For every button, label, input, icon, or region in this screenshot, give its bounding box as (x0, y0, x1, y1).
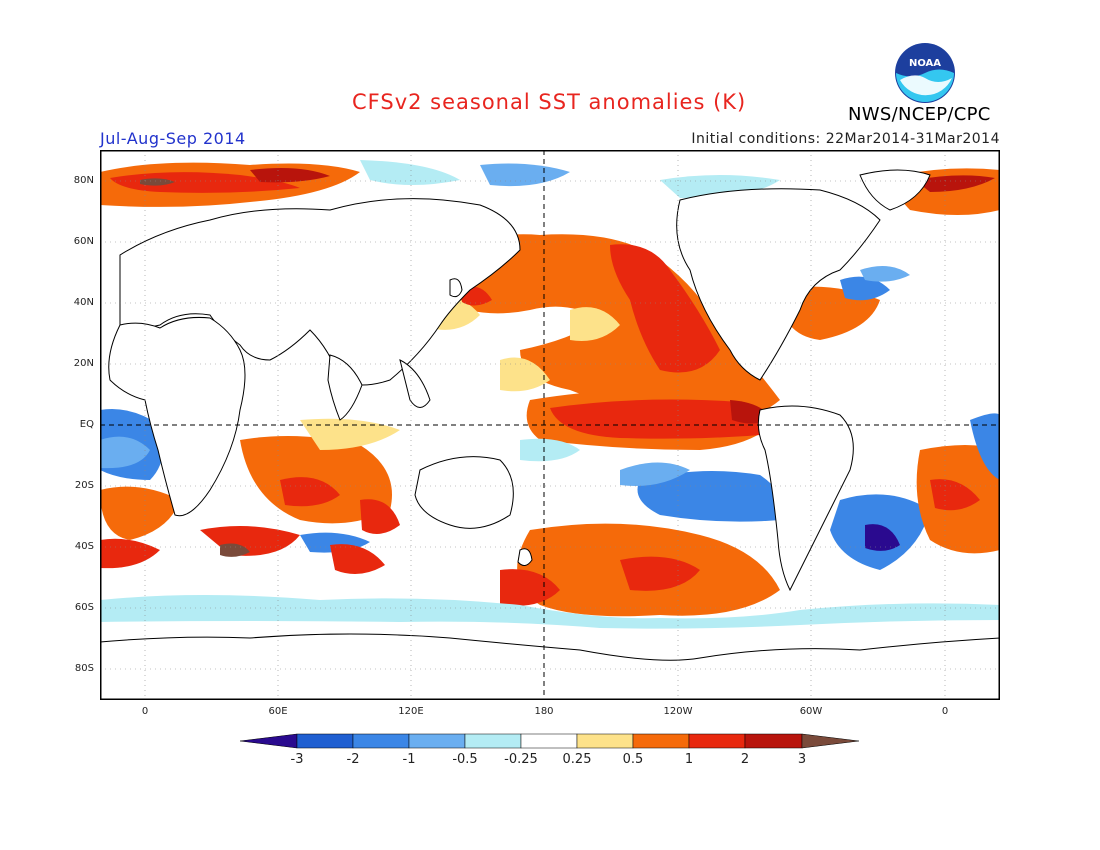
lat-label-60n: 60N (73, 236, 94, 247)
colorbar-swatch-8 (688, 733, 746, 749)
lon-label-0: 0 (141, 706, 149, 717)
lon-label-60w: 60W (799, 706, 823, 717)
lat-label-40s: 40S (74, 541, 94, 552)
colorbar-label: -1 (402, 752, 416, 767)
colorbar-swatch-3 (408, 733, 466, 749)
lat-label-80s: 80S (74, 663, 94, 674)
colorbar (240, 733, 860, 749)
colorbar-label: 1 (684, 752, 694, 767)
colorbar-swatch-2 (352, 733, 410, 749)
lon-label-0-east: 0 (941, 706, 949, 717)
colorbar-label: -0.5 (452, 752, 478, 767)
lon-label-60e: 60E (268, 706, 288, 717)
lon-label-180: 180 (534, 706, 554, 717)
chart-title: CFSv2 seasonal SST anomalies (K) (352, 90, 747, 114)
colorbar-swatch-9 (744, 733, 803, 749)
colorbar-swatch-5 (520, 733, 578, 749)
lat-label-20n: 20N (73, 358, 94, 369)
noaa-logo: NOAA (894, 42, 956, 104)
lat-label-40n: 40N (73, 297, 94, 308)
lon-label-120w: 120W (663, 706, 693, 717)
colorbar-swatch-10 (801, 733, 860, 749)
agency-label: NWS/NCEP/CPC (848, 104, 991, 125)
colorbar-label: -0.25 (504, 752, 538, 767)
colorbar-label: 2 (740, 752, 750, 767)
logo-text: NOAA (909, 58, 941, 69)
colorbar-label: -2 (346, 752, 360, 767)
colorbar-swatch-1 (296, 733, 354, 749)
colorbar-label: 0.25 (562, 752, 592, 767)
initial-conditions-label: Initial conditions: 22Mar2014-31Mar2014 (691, 131, 1000, 147)
season-label: Jul-Aug-Sep 2014 (100, 129, 246, 148)
lat-label-20s: 20S (74, 480, 94, 491)
lon-label-120e: 120E (398, 706, 424, 717)
lat-label-60s: 60S (74, 602, 94, 613)
colorbar-swatch-6 (576, 733, 634, 749)
colorbar-swatch-4 (464, 733, 522, 749)
colorbar-swatch-7 (632, 733, 690, 749)
lat-label-eq: EQ (79, 419, 94, 430)
colorbar-label: 3 (797, 752, 807, 767)
land (100, 169, 1000, 700)
lat-label-80n: 80N (73, 175, 94, 186)
sst-anomaly-map (100, 150, 1000, 700)
map-frame (100, 150, 1000, 700)
colorbar-label: -3 (290, 752, 304, 767)
colorbar-label: 0.5 (622, 752, 644, 767)
colorbar-swatch-0 (240, 733, 298, 749)
